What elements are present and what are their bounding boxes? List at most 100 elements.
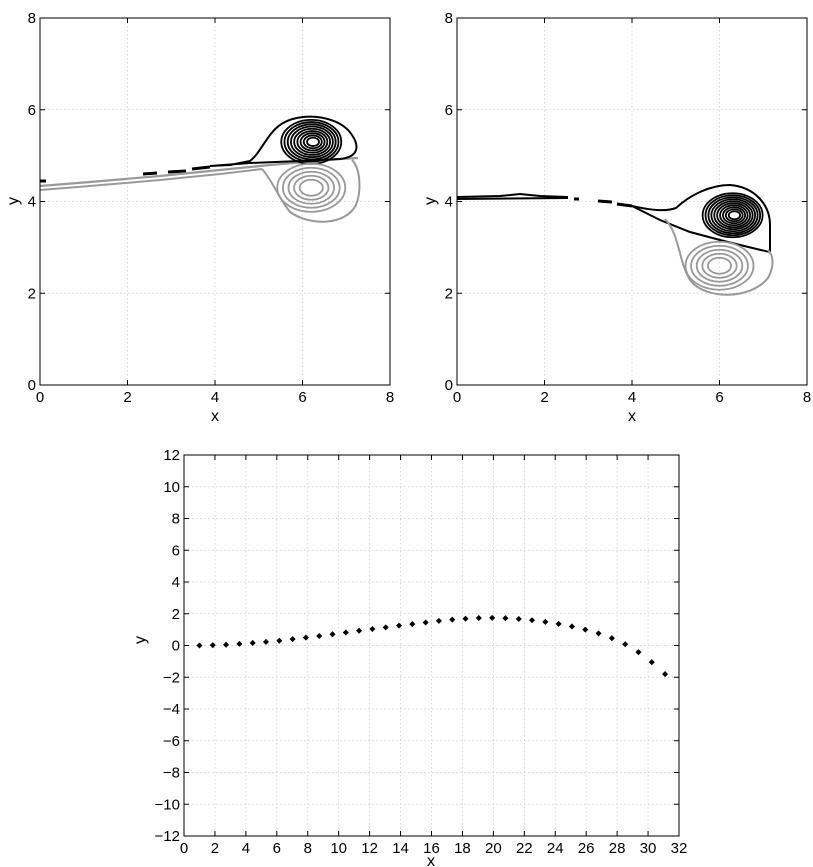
contours-left	[39, 115, 361, 223]
y-tick-label: 12	[163, 447, 180, 464]
y-tick-label: 2	[28, 285, 36, 302]
x-tick-label: 14	[392, 840, 409, 857]
x-tick-label: 8	[386, 389, 394, 406]
x-tick-label: 2	[211, 840, 219, 857]
contour-ring-negative	[298, 178, 324, 197]
x-tick-label: 6	[273, 840, 281, 857]
scatter-point	[342, 629, 349, 636]
x-tick-label: 0	[36, 389, 44, 406]
x-tick-label: 16	[423, 840, 440, 857]
x-axis-label-bottom: x	[427, 853, 435, 867]
scatter-point	[515, 615, 522, 623]
y-tick-label: 8	[445, 10, 453, 27]
shear-layer-negative	[39, 168, 263, 191]
wake-segment	[191, 165, 211, 171]
scatter-point	[316, 632, 323, 639]
contour-ring-negative	[707, 256, 733, 275]
scatter-point	[555, 620, 562, 627]
contour-ring-positive	[713, 200, 754, 231]
wake-segment	[142, 171, 158, 176]
y-tick-label: −4	[163, 701, 180, 718]
y-tick-label: 4	[445, 194, 453, 211]
scatter-point	[395, 622, 403, 629]
scatter-point	[223, 641, 230, 648]
contour-ring-positive	[707, 196, 759, 235]
contour-ring-negative	[276, 162, 347, 213]
x-tick-label: 0	[453, 389, 461, 406]
ticks-bottom: 0 2 4 6 8 10 12 14 16 18 20 22 24 26 28 30 32−12−10−8−6−…	[155, 447, 688, 857]
x-tick-label: 24	[547, 840, 564, 857]
scatter-point	[209, 642, 216, 649]
y-tick-label: 2	[445, 285, 453, 302]
contour-ring-positive	[727, 210, 742, 221]
scatter-point	[262, 638, 270, 645]
y-axis-label-left: y	[5, 197, 22, 205]
grid-bottom	[184, 455, 679, 836]
wake-segment	[616, 202, 633, 208]
contour-positive	[209, 115, 358, 167]
y-tick-label: 0	[445, 377, 453, 394]
x-tick-label: 8	[803, 389, 811, 406]
contour-ring-negative	[695, 248, 744, 283]
y-tick-label: 6	[172, 542, 180, 559]
x-tick-label: 26	[578, 840, 595, 857]
y-tick-label: 0	[172, 638, 180, 655]
y-tick-label: −8	[163, 765, 180, 782]
contour-ring-positive	[286, 123, 337, 161]
scatter-points	[196, 614, 669, 678]
contour-ring-negative	[281, 166, 341, 209]
scatter-point	[622, 641, 629, 648]
scatter-point	[422, 619, 429, 626]
y-tick-label: 2	[172, 606, 180, 623]
vortex-negative-rings	[684, 240, 755, 291]
contour-ring-negative	[701, 252, 738, 279]
contour-ring-positive	[290, 125, 334, 159]
contour-ring-positive	[306, 136, 320, 147]
scatter-point	[489, 614, 496, 621]
scatter-point	[369, 625, 376, 633]
contour-ring-positive	[302, 134, 323, 150]
x-tick-label: 22	[516, 840, 533, 857]
vortex-positive-rings	[280, 118, 343, 165]
scatter-point	[329, 631, 336, 638]
scatter-point	[608, 635, 615, 642]
contour-negative	[664, 218, 774, 296]
contour-ring-positive	[722, 206, 747, 225]
scatter-point	[382, 624, 389, 631]
y-tick-label: −2	[163, 669, 180, 686]
x-tick-label: 0	[180, 840, 188, 857]
scatter-point	[276, 637, 283, 644]
y-tick-label: −10	[155, 796, 180, 813]
contour-ring-positive	[296, 130, 329, 154]
scatter-point	[595, 630, 602, 637]
contour-ring-positive	[716, 202, 752, 229]
contour-ring-positive	[724, 208, 744, 223]
x-tick-label: 10	[330, 840, 347, 857]
y-tick-label: 6	[445, 102, 453, 119]
y-tick-label: −12	[155, 828, 180, 845]
x-tick-label: 28	[609, 840, 626, 857]
x-tick-label: 2	[123, 389, 131, 406]
contour-ring-positive	[710, 198, 757, 233]
scatter-point	[449, 616, 456, 623]
contour-ring-negative	[293, 174, 330, 201]
y-tick-label: 10	[163, 479, 180, 496]
scatter-point	[502, 615, 509, 622]
scatter-point	[529, 617, 536, 624]
x-tick-label: 6	[298, 389, 306, 406]
scatter-point	[289, 636, 296, 643]
x-tick-label: 2	[540, 389, 548, 406]
y-axis-label-right: y	[422, 197, 439, 205]
x-tick-label: 4	[242, 840, 250, 857]
vortex-positive-rings	[701, 192, 764, 239]
contours-right	[456, 183, 774, 296]
x-tick-label: 6	[715, 389, 723, 406]
x-tick-label: 18	[454, 840, 471, 857]
contour-ring-positive	[283, 121, 340, 163]
contour-panel-right: 0 2 4 6 8 0 2 4 6 8 x y	[422, 10, 811, 425]
scatter-point	[249, 639, 256, 646]
ticks-right: 0 2 4 6 8 0 2 4 6 8	[445, 10, 812, 406]
wake-segment	[597, 199, 613, 204]
scatter-point	[409, 621, 416, 628]
